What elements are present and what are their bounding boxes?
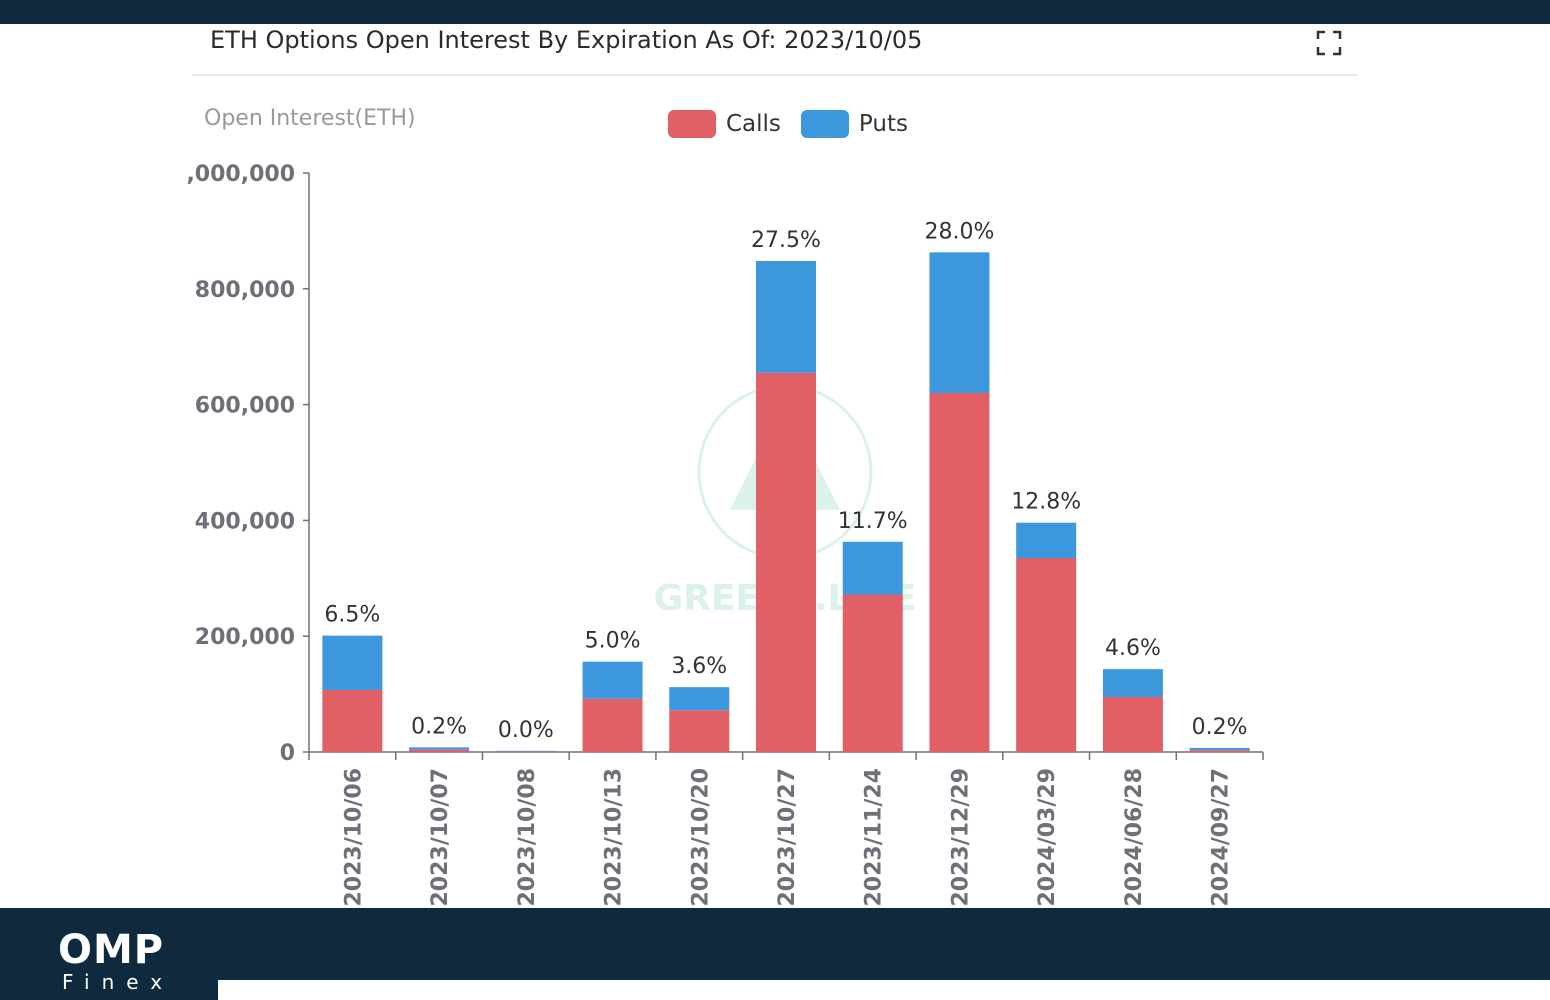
bar-puts-10 — [1189, 747, 1250, 751]
bar-puts-0 — [322, 635, 383, 691]
bar-calls-1 — [409, 749, 470, 752]
bar-puts-3 — [582, 661, 643, 699]
percent-label-5: 27.5% — [751, 228, 821, 253]
y-tick-label: 0 — [280, 741, 295, 766]
x-tick-label-7: 2023/12/29 — [948, 768, 973, 907]
x-tick-label-2: 2023/10/08 — [515, 768, 540, 907]
percent-label-3: 5.0% — [585, 629, 641, 654]
bar-puts-9 — [1102, 669, 1163, 697]
x-tick-label-6: 2023/11/24 — [862, 768, 887, 907]
legend-label-puts: Puts — [858, 111, 908, 137]
percent-label-7: 28.0% — [925, 219, 995, 244]
x-tick-label-5: 2023/10/27 — [775, 768, 800, 907]
x-tick-label-4: 2023/10/20 — [688, 768, 713, 907]
bar-calls-2 — [495, 751, 556, 752]
title-divider — [192, 74, 1358, 76]
legend-item-puts[interactable]: Puts — [800, 110, 908, 138]
y-tick-label: 800,000 — [195, 278, 295, 303]
brand-logo: OMP Finex — [58, 930, 174, 994]
bar-calls-0 — [322, 690, 383, 752]
percent-label-9: 4.6% — [1105, 636, 1161, 661]
bar-calls-5 — [756, 372, 816, 752]
legend: Calls Puts — [668, 106, 928, 142]
legend-label-calls: Calls — [726, 111, 781, 137]
x-tick-label-1: 2023/10/07 — [428, 768, 453, 907]
brand-sub: Finex — [62, 970, 175, 994]
y-tick-label: 400,000 — [195, 509, 295, 534]
legend-swatch-puts — [800, 110, 849, 138]
bar-calls-10 — [1189, 750, 1250, 752]
y-tick-label: 200,000 — [195, 625, 295, 650]
bar-puts-1 — [409, 747, 470, 750]
y-axis-title: Open Interest(ETH) — [204, 106, 416, 131]
y-tick-label: 600,000 — [195, 394, 295, 419]
x-tick-label-10: 2024/09/27 — [1209, 768, 1234, 907]
percent-label-1: 0.2% — [411, 714, 467, 739]
bar-calls-3 — [582, 698, 643, 752]
bar-puts-8 — [1016, 522, 1077, 559]
bar-calls-4 — [669, 710, 730, 752]
bar-calls-8 — [1016, 558, 1077, 752]
percent-label-6: 11.7% — [838, 509, 908, 534]
x-tick-label-3: 2023/10/13 — [602, 768, 627, 907]
y-tick-label: ,000,000 — [186, 162, 295, 187]
chart-plot: GREEKS.LIVE ,000,000800,000600,000400,00… — [186, 162, 1264, 907]
bar-puts-6 — [842, 541, 903, 595]
top-bar — [0, 0, 1550, 24]
legend-swatch-calls — [668, 110, 716, 138]
bar-puts-7 — [929, 252, 990, 394]
x-tick-label-9: 2024/06/28 — [1122, 768, 1147, 907]
legend-item-calls[interactable]: Calls — [668, 110, 781, 138]
fullscreen-icon[interactable] — [1316, 30, 1342, 56]
percent-label-10: 0.2% — [1192, 715, 1248, 740]
percent-label-8: 12.8% — [1011, 490, 1081, 515]
bar-puts-4 — [669, 687, 730, 711]
brand-name: OMP — [58, 927, 165, 973]
bar-calls-6 — [842, 594, 903, 752]
bar-puts-5 — [756, 261, 816, 373]
footer-strip — [218, 980, 1550, 1000]
percent-label-4: 3.6% — [671, 654, 727, 679]
percent-label-0: 6.5% — [324, 603, 380, 628]
bar-puts-2 — [495, 750, 556, 752]
percent-label-2: 0.0% — [498, 718, 554, 743]
x-tick-label-8: 2024/03/29 — [1035, 768, 1060, 907]
x-tick-label-0: 2023/10/06 — [341, 768, 366, 907]
chart-title: ETH Options Open Interest By Expiration … — [210, 26, 923, 54]
bar-calls-9 — [1102, 696, 1163, 752]
bar-calls-7 — [929, 393, 990, 752]
